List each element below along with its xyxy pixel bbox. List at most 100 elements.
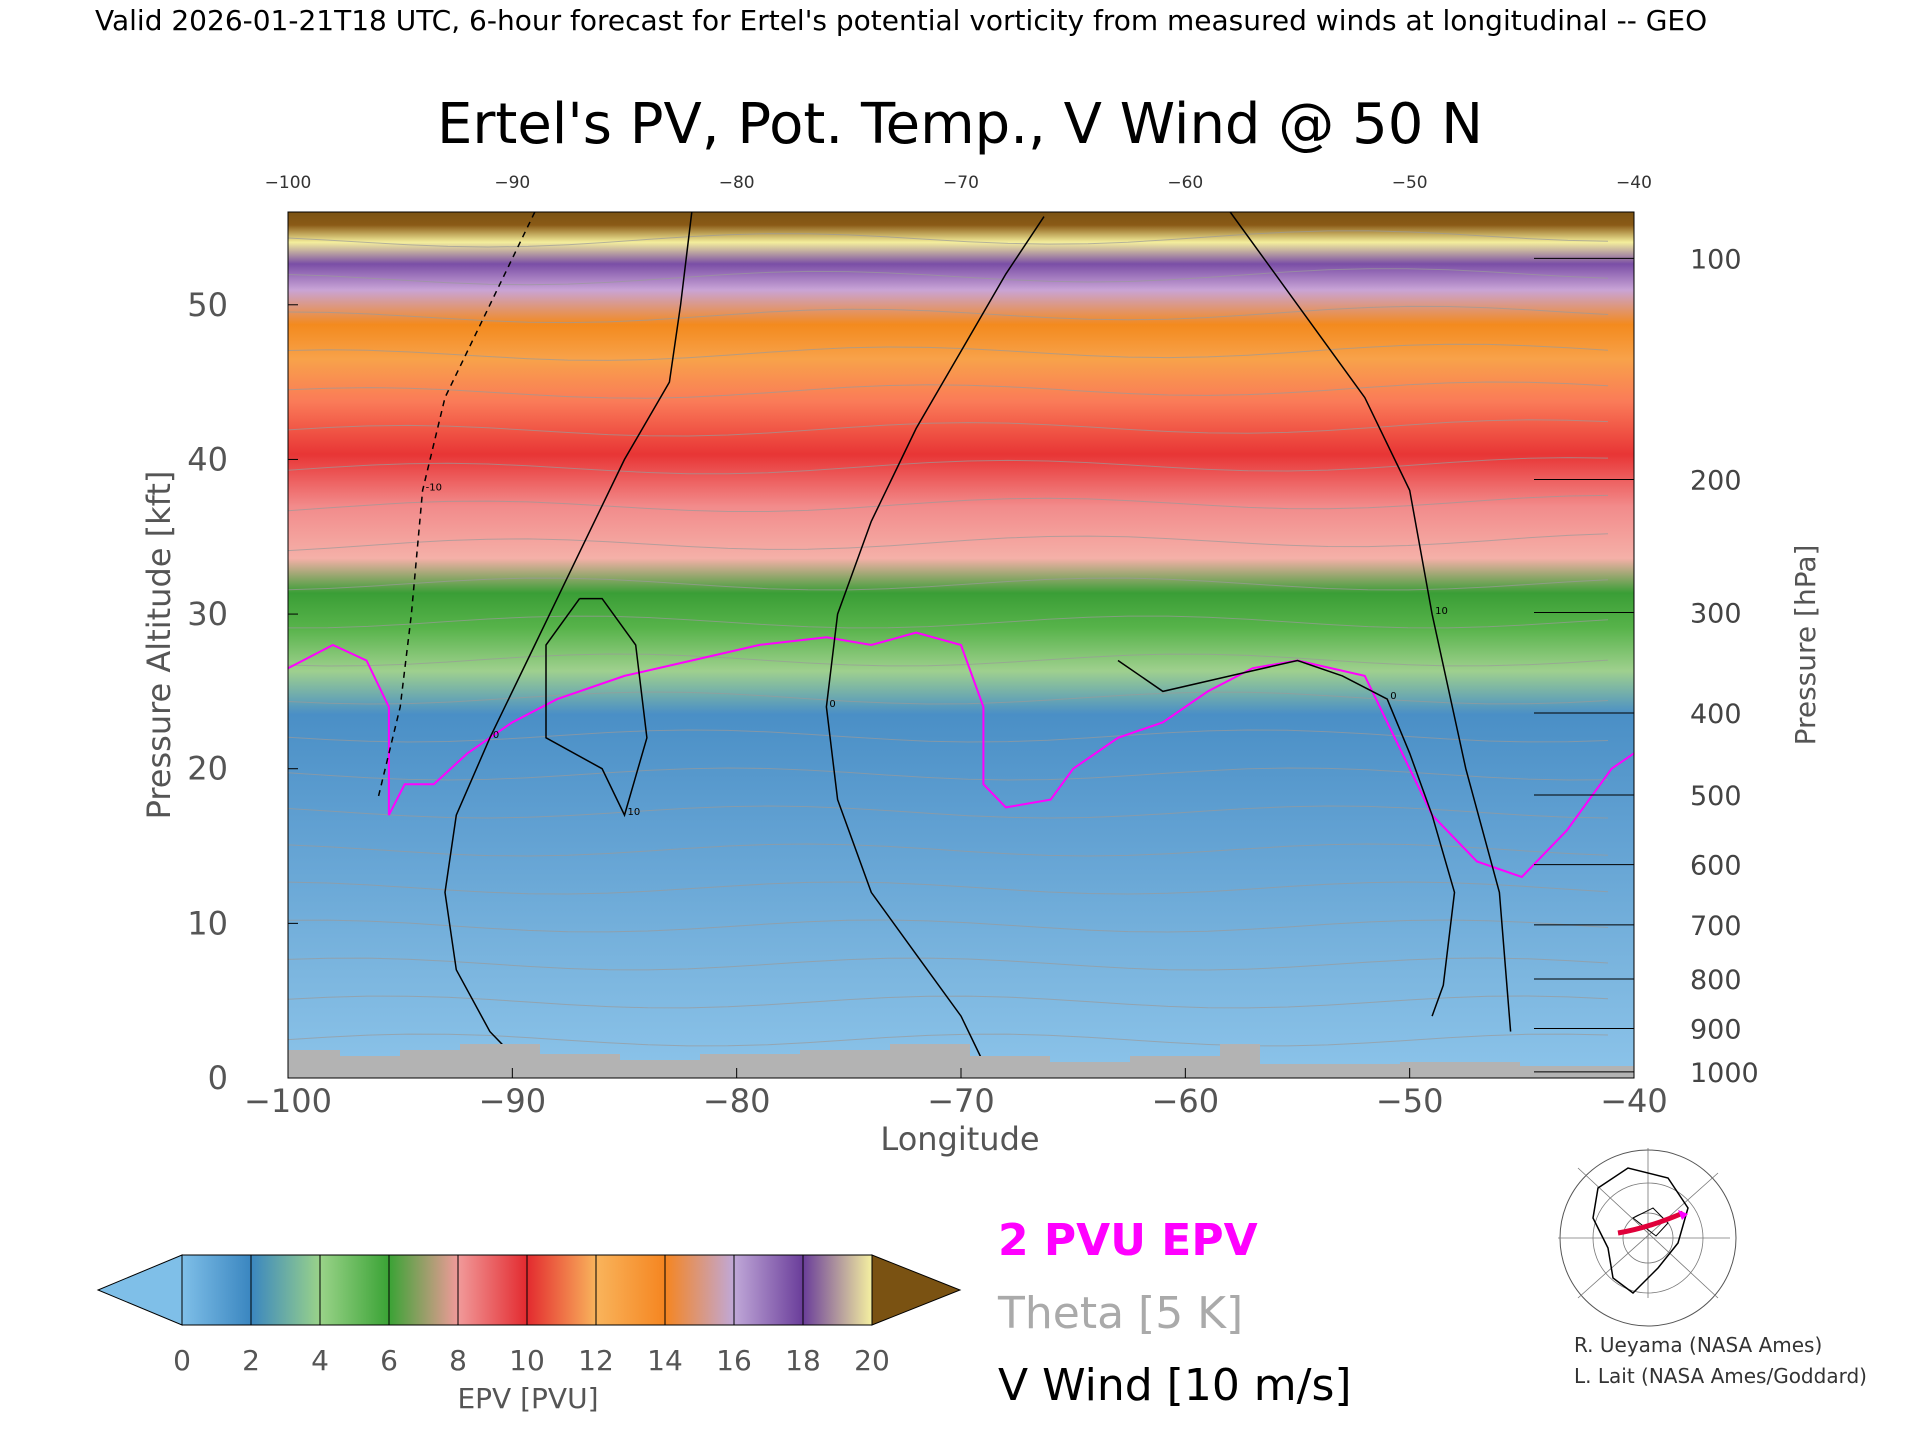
theta-line — [288, 533, 1609, 552]
pressure-tick-label: 100 — [1690, 244, 1742, 275]
colorbar-tick-label: 12 — [578, 1344, 614, 1377]
v-wind-contour-label: -10 — [426, 482, 442, 493]
x-top-tick-label: −50 — [1392, 173, 1428, 193]
colorbar-segment — [181, 1254, 252, 1326]
v-wind-contour-label: 10 — [628, 807, 641, 818]
x-tick-label: −60 — [1152, 1082, 1220, 1120]
pressure-tick-label: 700 — [1690, 911, 1742, 942]
pressure-axis: 100 200 300 400 500 600 700 800 900 1000 — [1534, 244, 1759, 1089]
colorbar-tick-label: 0 — [173, 1344, 191, 1377]
x-top-tick-label: −60 — [1167, 173, 1203, 193]
theta-line — [288, 494, 1609, 512]
theta-line — [288, 457, 1609, 475]
colorbar-segment — [526, 1254, 597, 1326]
theta-line — [288, 729, 1609, 743]
v-wind-contour-label: 10 — [1435, 606, 1448, 617]
theta-line — [288, 343, 1609, 361]
v-wind-contour — [1117, 659, 1456, 1017]
theta-line — [288, 381, 1609, 399]
colorbar-tick-label: 2 — [242, 1344, 260, 1377]
colorbar-segment — [250, 1254, 321, 1326]
axes: −100 −100 −90 −90 −80 −80 −70 −70 −60 −60 −50 −50 −4… — [187, 173, 1667, 1120]
colorbar-tick-label: 18 — [785, 1344, 821, 1377]
v-wind-contour — [1229, 212, 1512, 1032]
theta-line — [288, 881, 1609, 895]
colorbar-underflow — [96, 1254, 183, 1326]
pressure-tick-label: 400 — [1690, 699, 1742, 730]
pressure-tick-label: 600 — [1690, 851, 1742, 882]
theta-line — [288, 653, 1609, 667]
colorbar-tick-label: 14 — [647, 1344, 683, 1377]
theta-line — [288, 995, 1609, 1009]
theta-contours — [288, 230, 1609, 1047]
theta-line — [288, 268, 1609, 286]
theta-line — [288, 919, 1609, 933]
v-wind-contour — [376, 212, 536, 800]
pressure-tick-label: 900 — [1690, 1015, 1742, 1046]
pressure-tick-label: 500 — [1690, 781, 1742, 812]
theta-line — [288, 767, 1609, 781]
pv-2pvu-contour-group — [288, 631, 1634, 879]
theta-line — [288, 805, 1609, 819]
pressure-tick-label: 1000 — [1690, 1058, 1759, 1089]
y-tick-label: 20 — [187, 750, 228, 788]
theta-line — [288, 957, 1609, 971]
v-wind-contour — [545, 597, 648, 818]
pv-2pvu-contour — [288, 631, 1634, 879]
x-top-tick-label: −100 — [265, 173, 312, 193]
colorbar-tick-label: 6 — [380, 1344, 398, 1377]
v-wind-contour — [444, 212, 693, 1056]
x-tick-label: −70 — [927, 1082, 995, 1120]
v-wind-contour-label: 0 — [493, 730, 499, 741]
colorbar-segment — [664, 1254, 735, 1326]
colorbar-label: EPV [PVU] — [457, 1382, 598, 1415]
theta-line — [288, 305, 1609, 324]
colorbar-segment — [319, 1254, 390, 1326]
theta-line — [288, 230, 1609, 248]
chart-title: Ertel's PV, Pot. Temp., V Wind @ 50 N — [437, 92, 1483, 157]
header-text: Valid 2026-01-21T18 UTC, 6-hour forecast… — [95, 4, 1707, 37]
theta-line — [288, 419, 1609, 437]
colorbar-tick-label: 10 — [509, 1344, 545, 1377]
terrain — [288, 1044, 1634, 1078]
colorbar-tick-label: 20 — [854, 1344, 890, 1377]
theta-line — [288, 1033, 1609, 1047]
plot-area: 0 0 10 10 -10 0 — [288, 212, 1634, 1078]
legend-vwind: V Wind [10 m/s] — [998, 1360, 1352, 1411]
v-wind-contour — [825, 216, 1045, 1063]
colorbar-tick-label: 16 — [716, 1344, 752, 1377]
pressure-tick-label: 800 — [1690, 965, 1742, 996]
x-top-tick-label: −40 — [1616, 173, 1652, 193]
theta-line — [288, 843, 1609, 857]
colorbar-overflow — [871, 1254, 962, 1326]
theta-line — [288, 615, 1609, 629]
x-tick-label: −90 — [479, 1082, 547, 1120]
x-tick-label: −100 — [244, 1082, 332, 1120]
credit-line-2: L. Lait (NASA Ames/Goddard) — [1574, 1364, 1867, 1388]
colorbar: 0 2 4 6 8 10 12 14 16 18 20 — [96, 1254, 962, 1377]
inset-map — [1538, 1148, 1737, 1327]
x-tick-label: −40 — [1600, 1082, 1668, 1120]
theta-line — [288, 577, 1609, 591]
v-wind-contour-label: 0 — [1390, 691, 1396, 702]
x-tick-label: −50 — [1376, 1082, 1444, 1120]
y-tick-label: 50 — [187, 286, 228, 324]
pressure-tick-label: 300 — [1690, 599, 1742, 630]
v-wind-contours: 0 0 10 10 -10 0 — [376, 212, 1512, 1063]
x-axis-label: Longitude — [880, 1120, 1039, 1158]
y-tick-label: 10 — [187, 904, 228, 942]
colorbar-tick-label: 8 — [449, 1344, 467, 1377]
colorbar-segment — [388, 1254, 459, 1326]
y-tick-label: 30 — [187, 595, 228, 633]
colorbar-segment — [733, 1254, 804, 1326]
y-axis-label: Pressure Altitude [kft] — [140, 471, 178, 820]
y-tick-label: 0 — [208, 1059, 228, 1097]
colorbar-segment — [595, 1254, 666, 1326]
v-wind-contour-label: 0 — [829, 699, 835, 710]
y-tick-label: 40 — [187, 440, 228, 478]
x-top-tick-label: −90 — [494, 173, 530, 193]
colorbar-tick-label: 4 — [311, 1344, 329, 1377]
y2-axis-label: Pressure [hPa] — [1789, 545, 1822, 746]
x-top-tick-label: −70 — [943, 173, 979, 193]
